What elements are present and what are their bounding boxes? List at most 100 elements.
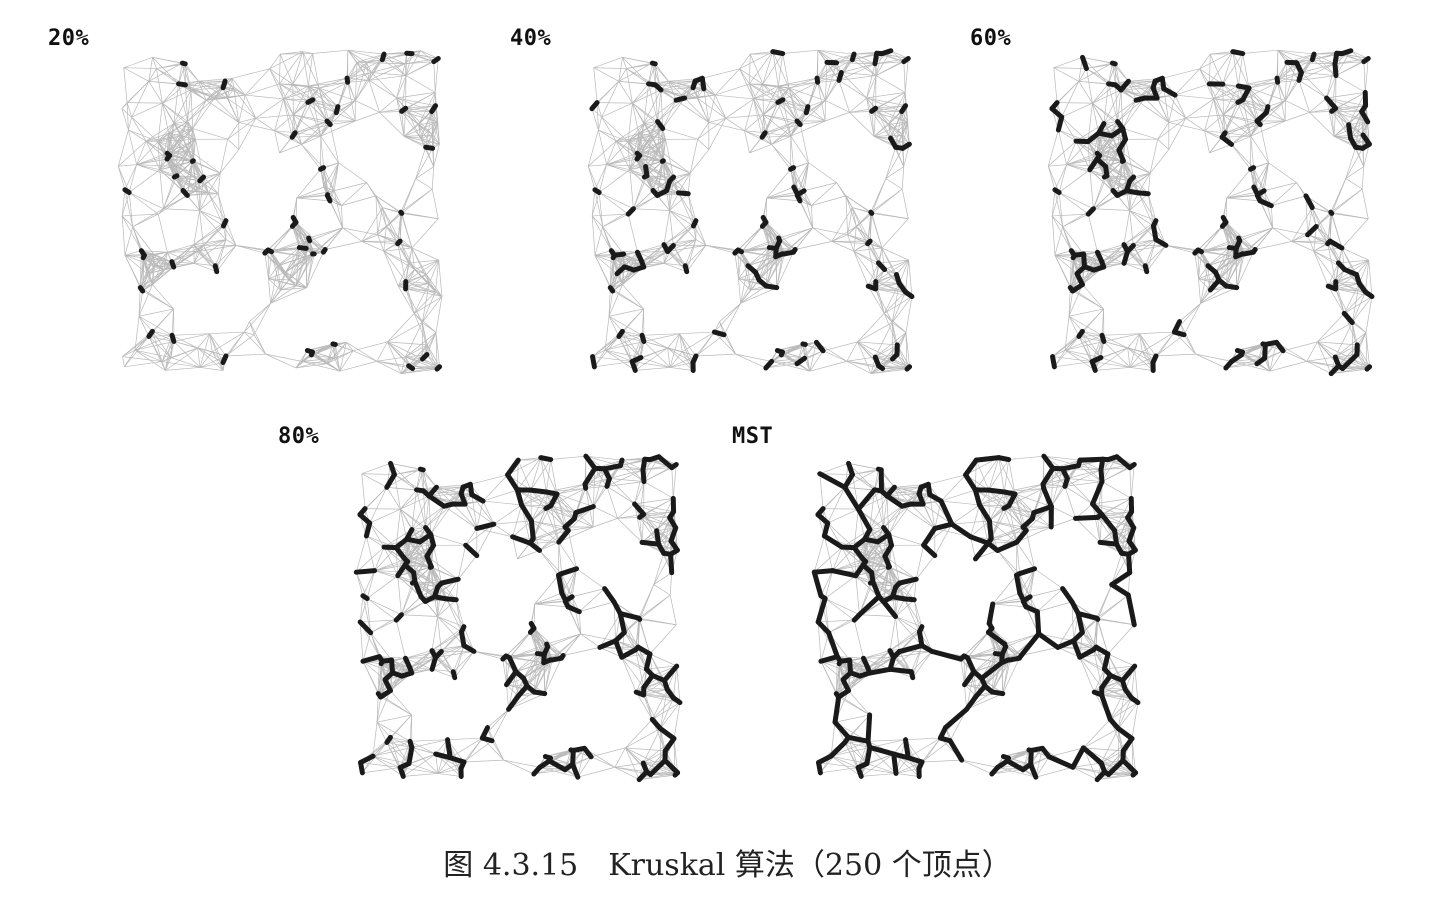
graph-edge [588, 130, 598, 166]
mst-edge [149, 331, 153, 336]
mst-edge [904, 58, 908, 61]
mst-edge [398, 241, 400, 244]
graph-edge [279, 52, 302, 84]
graph-40 [580, 42, 940, 402]
graph-edge [632, 84, 648, 103]
mst-edge [1297, 63, 1302, 73]
graph-edge [353, 351, 377, 361]
graph-edge [362, 241, 398, 243]
graph-edge [905, 58, 908, 92]
graph-edge [740, 69, 750, 84]
graph-edge [1285, 112, 1309, 121]
mst-edge [1359, 283, 1365, 292]
mst-edge [1364, 58, 1368, 61]
graph-edge [1062, 103, 1093, 117]
graph-edge [664, 211, 670, 245]
graph-edge [208, 193, 225, 221]
graph-edge [275, 131, 280, 153]
graph-edge [644, 341, 682, 351]
mst-edge [265, 250, 268, 253]
mst-edge [872, 108, 876, 111]
graph-edge [740, 54, 751, 69]
mst-edge [875, 53, 877, 63]
graph-edge [193, 128, 228, 139]
graph-edge [149, 63, 183, 81]
graph-edge [270, 69, 280, 84]
graph-edge [1243, 50, 1278, 53]
mst-edge [882, 51, 891, 54]
graph-edge [1082, 285, 1103, 309]
mst-edge [868, 241, 870, 244]
mst-edge [140, 288, 142, 291]
graph-edge [630, 170, 634, 209]
mst-edge [215, 266, 216, 272]
graph-edge [124, 57, 153, 67]
graph-edge [1088, 214, 1097, 252]
graph-edge [412, 248, 429, 283]
mst-edge [1233, 52, 1243, 54]
graph-edge [1186, 99, 1214, 118]
graph-edge [330, 163, 339, 201]
mst-edge [839, 72, 841, 80]
graph-edge [313, 54, 319, 89]
mst-edge [1277, 78, 1278, 82]
panel-label-80: 80% [278, 424, 319, 449]
graph-edge [123, 357, 125, 367]
graph-edge [615, 748, 626, 767]
mst-edge [1102, 335, 1104, 341]
graph-edge [1205, 131, 1210, 153]
graph-edge [125, 190, 133, 227]
mst-edge [172, 335, 174, 341]
graph-edge [412, 219, 438, 248]
graph-edge [602, 103, 633, 117]
graph-edge [857, 342, 897, 345]
mst-edge [619, 331, 623, 336]
graph-edge [1104, 100, 1136, 123]
graph-edge [857, 313, 884, 341]
graph-edge [906, 297, 912, 333]
graph-edge [720, 303, 741, 321]
graph-edge [127, 103, 162, 104]
graph-edge [698, 122, 709, 139]
graph-edge [1205, 99, 1214, 131]
graph-edge [245, 95, 283, 99]
graph-edge [434, 62, 435, 93]
graph-edge [892, 283, 899, 322]
graph-edge [875, 333, 906, 357]
graph-edge [1062, 81, 1079, 117]
graph-edge [823, 351, 847, 361]
graph-edge [226, 354, 266, 356]
graph-edge [847, 342, 858, 361]
mst-edge [628, 209, 633, 214]
graph-edge [1346, 167, 1364, 179]
graph-edge [767, 198, 800, 201]
graph-edge [574, 519, 593, 527]
graph-edge [598, 130, 606, 165]
graph-edge [1048, 165, 1066, 167]
graph-edge [745, 115, 764, 131]
graph-edge [832, 241, 868, 243]
graph-edge [432, 167, 433, 189]
graph-edge [313, 50, 348, 53]
graph-edge [1223, 54, 1243, 85]
mst-edge [776, 241, 780, 249]
graph-edge [194, 245, 203, 246]
graph-edge [745, 131, 750, 153]
graph-edge [736, 354, 766, 368]
graph-edge [1180, 303, 1201, 321]
graph-edge [687, 245, 706, 271]
mst-edge [1088, 209, 1093, 214]
graph-60 [1040, 42, 1400, 402]
graph-edge [619, 63, 653, 81]
graph-edge [1299, 80, 1310, 112]
graph-edge [1209, 54, 1210, 84]
graph-edge [266, 354, 302, 361]
mst-edge [1244, 252, 1253, 254]
graph-edge [1232, 144, 1251, 169]
graph-edge [599, 193, 628, 215]
graph-edge [129, 193, 163, 209]
graph-edge [882, 248, 909, 260]
mst-edge [1345, 269, 1357, 274]
mst-edge [817, 78, 818, 82]
mst-edge [307, 350, 312, 352]
